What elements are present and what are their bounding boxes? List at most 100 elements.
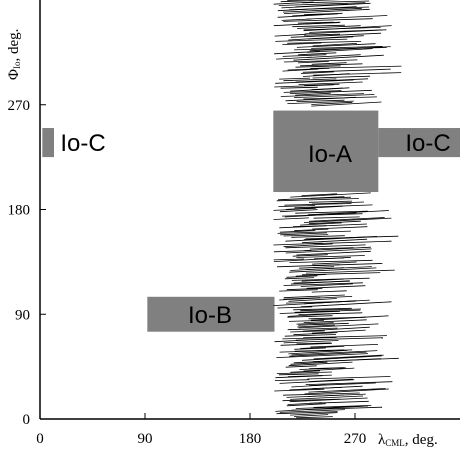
event-segment	[296, 99, 345, 102]
event-segment	[279, 230, 316, 233]
event-segment	[280, 86, 318, 89]
event-segment	[281, 213, 363, 217]
event-segment	[290, 412, 338, 416]
event-segment	[303, 335, 387, 339]
event-segment	[313, 240, 392, 245]
region-label-io-a-0: Io-A	[308, 141, 352, 168]
event-segment	[293, 225, 327, 228]
event-segment	[311, 101, 353, 105]
event-segment	[283, 59, 358, 63]
event-segment	[296, 43, 376, 48]
event-segment	[307, 36, 354, 40]
y-tick-label-270: 270	[8, 98, 31, 114]
event-segment	[282, 398, 341, 402]
event-segment	[303, 27, 381, 31]
region-io-a-0	[273, 110, 379, 193]
y-axis-unit: , deg.	[6, 29, 22, 62]
event-segment	[306, 48, 373, 53]
event-segment	[276, 198, 359, 202]
event-segment	[279, 289, 318, 292]
event-segment	[273, 258, 305, 261]
event-segment	[289, 267, 377, 273]
region-label-io-c-3: Io-C	[60, 130, 105, 157]
event-segment	[277, 230, 351, 234]
event-segment	[294, 347, 326, 350]
event-segment	[304, 83, 340, 86]
event-segment	[276, 56, 312, 60]
event-segment	[288, 298, 337, 302]
event-segment	[311, 87, 343, 91]
event-segment	[296, 322, 334, 325]
event-segment	[289, 397, 368, 403]
event-segment	[280, 342, 332, 346]
event-segment	[298, 52, 337, 56]
event-segment	[312, 357, 399, 362]
event-segment	[300, 345, 345, 349]
event-segment	[306, 15, 388, 20]
event-segment	[294, 228, 329, 232]
event-segment	[294, 309, 361, 313]
event-segment	[283, 282, 363, 286]
source-regions: Io-A Io-B Io-C Io-C	[42, 110, 460, 332]
event-segment	[309, 367, 344, 369]
event-segment	[291, 235, 345, 238]
event-segment	[302, 238, 368, 244]
event-segment	[279, 310, 340, 314]
event-segment	[310, 344, 379, 348]
event-segment	[274, 84, 334, 88]
event-segment	[294, 47, 387, 51]
event-segment	[311, 329, 366, 334]
event-segment	[310, 65, 402, 69]
event-segment	[287, 41, 362, 44]
event-segment	[295, 405, 369, 409]
event-segment	[304, 246, 371, 251]
event-segment	[313, 263, 383, 267]
event-segment	[295, 65, 341, 68]
event-segment	[305, 266, 372, 270]
event-segment	[287, 315, 333, 318]
event-segment	[293, 94, 375, 98]
event-segment	[290, 370, 321, 373]
event-segment	[305, 22, 340, 25]
event-segment	[305, 235, 399, 240]
event-segment	[287, 374, 332, 377]
event-segment	[293, 332, 338, 336]
ticks: 0 90 180 270 0 90 180 270	[8, 98, 367, 447]
event-segment	[282, 7, 362, 13]
event-segment	[287, 0, 308, 1]
event-segment	[287, 68, 330, 71]
event-segment	[303, 367, 355, 372]
event-segment	[293, 54, 384, 61]
event-segment	[283, 18, 373, 22]
event-segment	[308, 382, 376, 387]
event-segment	[311, 201, 365, 205]
y-axis-subscript: Io	[12, 61, 22, 69]
event-segment	[304, 388, 389, 395]
event-segment	[278, 373, 319, 376]
event-segment	[282, 392, 360, 396]
event-segment	[312, 261, 357, 265]
event-segment	[290, 395, 364, 400]
event-segment	[311, 46, 383, 49]
event-segment	[274, 379, 310, 381]
event-segment	[283, 90, 342, 93]
event-segment	[310, 196, 351, 199]
event-segment	[290, 330, 325, 333]
event-segment	[277, 13, 338, 18]
event-segment	[289, 351, 367, 357]
event-segment	[295, 210, 368, 214]
event-segment	[300, 283, 353, 287]
event-segment	[308, 220, 361, 225]
event-segment	[295, 3, 349, 8]
event-segment	[294, 204, 373, 209]
event-segment	[274, 388, 325, 392]
event-segment	[301, 272, 381, 276]
event-segment	[313, 405, 372, 408]
event-segment	[307, 376, 391, 380]
x-tick-label-90: 90	[138, 431, 153, 447]
region-label-io-b-1: Io-B	[188, 302, 232, 329]
event-segment	[293, 414, 329, 417]
x-axis-subscript: CML	[385, 438, 405, 448]
event-segment	[276, 411, 338, 415]
